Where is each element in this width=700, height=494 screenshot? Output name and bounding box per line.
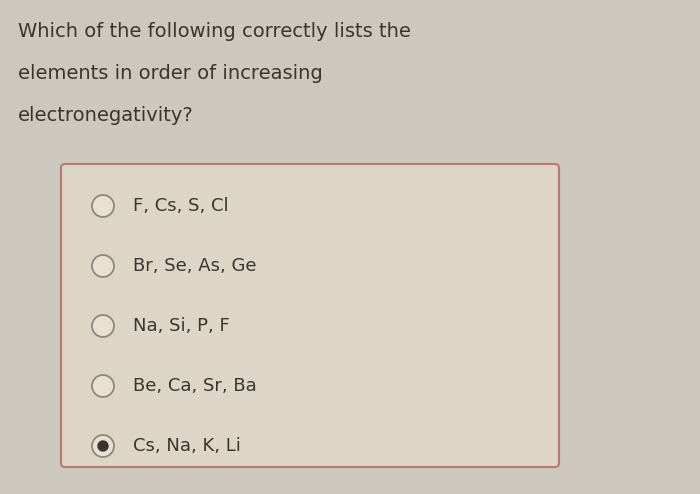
Text: Cs, Na, K, Li: Cs, Na, K, Li — [133, 437, 241, 455]
Text: elements in order of increasing: elements in order of increasing — [18, 64, 323, 83]
FancyBboxPatch shape — [61, 164, 559, 467]
Circle shape — [92, 375, 114, 397]
Circle shape — [92, 435, 114, 457]
Circle shape — [92, 195, 114, 217]
Text: Be, Ca, Sr, Ba: Be, Ca, Sr, Ba — [133, 377, 257, 395]
Text: electronegativity?: electronegativity? — [18, 106, 194, 125]
Circle shape — [97, 440, 108, 452]
Text: Br, Se, As, Ge: Br, Se, As, Ge — [133, 257, 256, 275]
Text: Which of the following correctly lists the: Which of the following correctly lists t… — [18, 22, 411, 41]
Circle shape — [92, 255, 114, 277]
Circle shape — [92, 315, 114, 337]
Text: Na, Si, P, F: Na, Si, P, F — [133, 317, 230, 335]
Text: F, Cs, S, Cl: F, Cs, S, Cl — [133, 197, 229, 215]
